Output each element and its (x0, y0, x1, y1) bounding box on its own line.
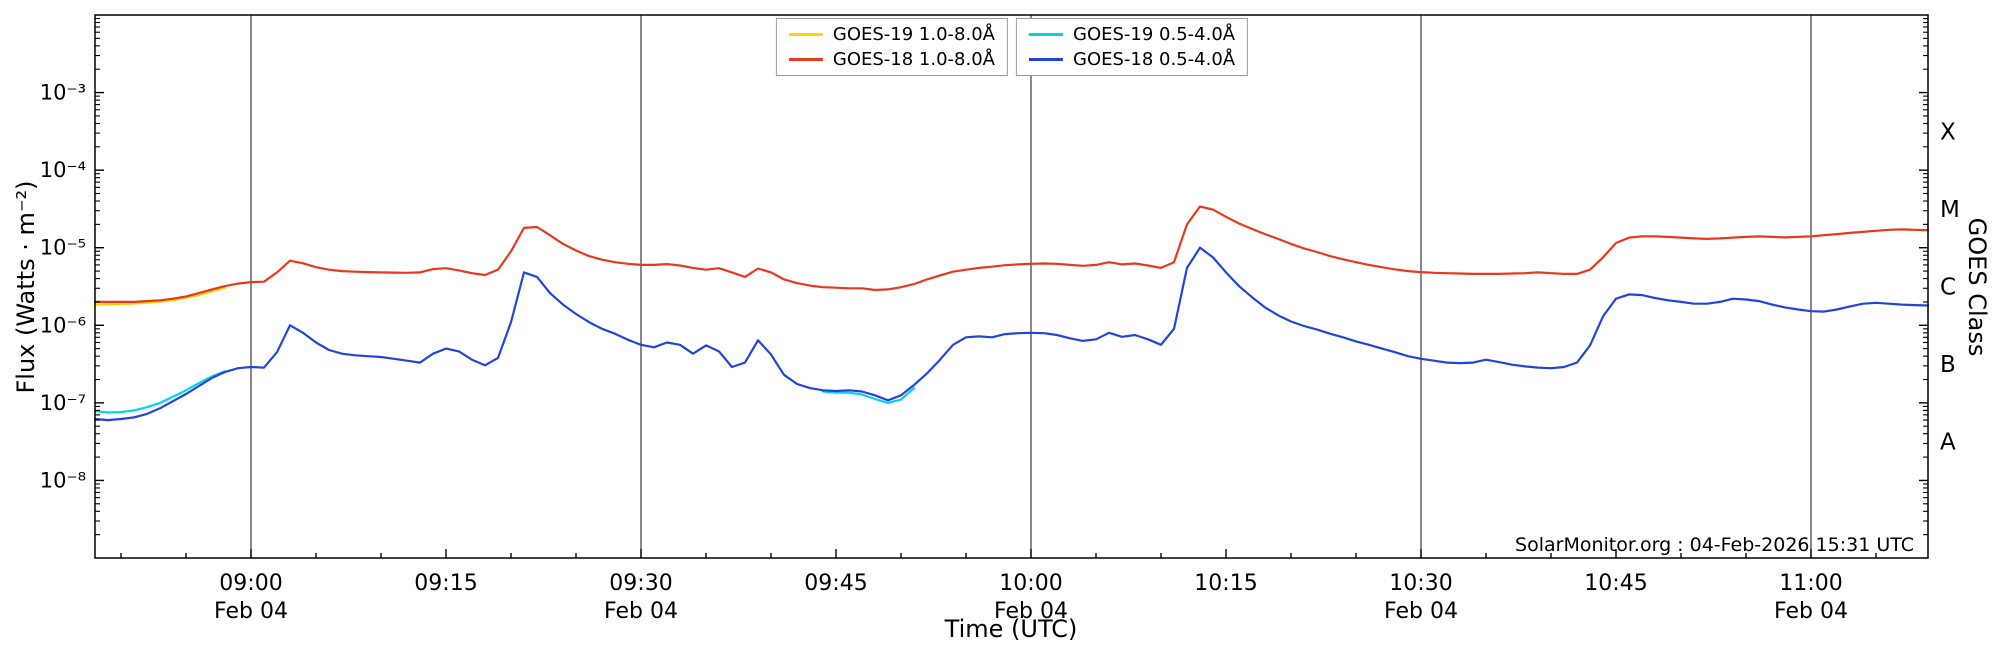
x-tick-label: 10:15 (1194, 571, 1257, 596)
legend-item-goes18-long: GOES-18 1.0-8.0Å (788, 49, 995, 70)
x-tick-label: 09:15 (414, 571, 477, 596)
x-tick-label: 11:00 (1779, 571, 1842, 596)
y-tick-label: 10⁻⁴ (40, 158, 86, 182)
y-axis-label: Flux (Watts · m⁻²) (12, 180, 40, 394)
x-tick-date-label: Feb 04 (1774, 599, 1848, 624)
legend-box-long-channel: GOES-19 1.0-8.0Å GOES-18 1.0-8.0Å (775, 18, 1008, 76)
legend-label: GOES-18 0.5-4.0Å (1073, 49, 1236, 70)
series-line-goes18-short (93, 246, 1930, 422)
legend-label: GOES-19 1.0-8.0Å (832, 24, 995, 45)
x-axis-ticks: 09:00 Feb 04 09:15 09:30 Feb 04 09:45 10:00 Feb… (120, 549, 1877, 624)
watermark-text: SolarMonitor.org : 04-Feb-2026 15:31 UTC (1515, 534, 1914, 556)
goes-class-letter-b: B (1940, 352, 1956, 378)
x-tick-label: 10:45 (1584, 571, 1647, 596)
y-tick-label: 10⁻⁸ (40, 468, 86, 492)
x-tick-label: 10:30 (1389, 571, 1452, 596)
y-axis-ticks: 10⁻³ 10⁻⁴ 10⁻⁵ 10⁻⁶ 10⁻⁷ 10⁻⁸ (40, 17, 1928, 536)
goes-class-letter-c: C (1940, 275, 1956, 301)
legend: GOES-19 1.0-8.0Å GOES-18 1.0-8.0Å GOES-1… (775, 18, 1249, 76)
legend-item-goes19-short: GOES-19 0.5-4.0Å (1029, 24, 1235, 45)
x-tick-label: 09:30 (609, 571, 672, 596)
plot-frame (94, 14, 1929, 559)
x-tick-label: 10:00 (999, 571, 1062, 596)
series-line-goes19-short (821, 387, 916, 404)
y-tick-label: 10⁻⁵ (40, 236, 86, 260)
x-tick-label: 09:00 (219, 571, 282, 596)
series-line-goes19-long (93, 286, 227, 306)
series-line-goes19-short (93, 370, 227, 414)
goes-class-axis-label: GOES Class (1963, 217, 1991, 357)
axes (94, 14, 1929, 559)
goes-class-letter-a: A (1940, 430, 1956, 456)
y-tick-label: 10⁻⁷ (40, 391, 86, 415)
legend-label: GOES-19 0.5-4.0Å (1073, 24, 1236, 45)
x-tick-date-label: Feb 04 (1384, 599, 1458, 624)
legend-line-goes19-long (788, 33, 823, 36)
goes-class-letter-m: M (1940, 197, 1960, 223)
x-tick-label: 09:45 (804, 571, 867, 596)
x-tick-date-label: Feb 04 (994, 599, 1068, 624)
y-tick-label: 10⁻³ (40, 81, 86, 105)
legend-item-goes18-short: GOES-18 0.5-4.0Å (1029, 49, 1235, 70)
legend-box-short-channel: GOES-19 0.5-4.0Å GOES-18 0.5-4.0Å (1016, 18, 1249, 76)
gridlines (250, 15, 1812, 558)
x-axis-label: Time (UTC) (944, 615, 1078, 643)
x-tick-date-label: Feb 04 (214, 599, 288, 624)
legend-line-goes18-long (788, 58, 823, 61)
series-line-goes18-long (93, 205, 1930, 303)
legend-label: GOES-18 1.0-8.0Å (832, 49, 995, 70)
goes-class-letter-x: X (1940, 119, 1956, 145)
y-tick-label: 10⁻⁶ (40, 313, 86, 337)
legend-item-goes19-long: GOES-19 1.0-8.0Å (788, 24, 995, 45)
legend-line-goes18-short (1029, 58, 1063, 61)
legend-line-goes19-short (1029, 33, 1063, 36)
x-tick-date-label: Feb 04 (604, 599, 678, 624)
goes-class-letters: X M C B A (1940, 119, 1960, 455)
series-lines (93, 205, 1930, 422)
